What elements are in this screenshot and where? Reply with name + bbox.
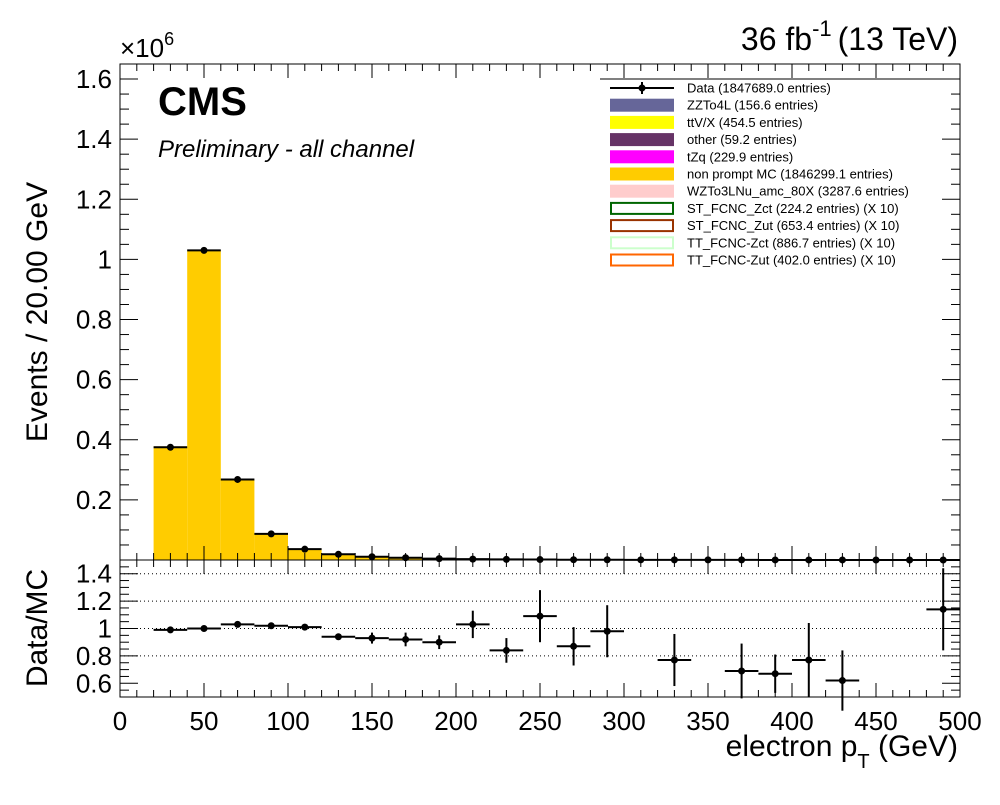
top-y-tick-label: 0.4 [76,425,112,455]
legend-swatch [610,116,674,129]
legend-label: TT_FCNC-Zct (886.7 entries) (X 10) [687,235,895,250]
ratio-point [436,639,443,646]
legend-label: ZZTo4L (156.6 entries) [687,98,818,113]
x-tick-label: 250 [518,706,561,736]
legend-data-marker [639,85,646,92]
x-axis-title: electron pT (GeV) [726,730,958,773]
legend-label: ST_FCNC_Zct (224.2 entries) (X 10) [687,201,899,216]
data-point [234,476,241,483]
ratio-point [167,626,174,633]
y-multiplier: ×106 [120,29,174,63]
legend-swatch [610,133,674,146]
data-point [301,546,308,553]
top-y-tick-label: 1.6 [76,64,112,94]
ratio-point [738,667,745,674]
legend-swatch-outline [611,237,673,248]
legend-swatch-outline [611,203,673,214]
x-tick-label: 50 [190,706,219,736]
x-tick-label: 150 [350,706,393,736]
ratio-point [604,628,611,635]
x-tick-label: 0 [113,706,127,736]
legend-swatch-outline [611,220,673,231]
legend-label: non prompt MC (1846299.1 entries) [687,167,893,182]
ratio-point [201,625,208,632]
ratio-point [402,636,409,643]
data-point [201,247,208,254]
ratio-point [940,606,947,613]
legend: Data (1847689.0 entries) ZZTo4L (156.6 en… [600,79,948,268]
ratio-point [537,613,544,620]
top-y-tick-label: 0.2 [76,485,112,515]
legend-swatch [610,185,674,198]
ratio-y-tick-label: 1.4 [76,559,112,589]
data-point [167,444,174,451]
y-axis-title-top: Events / 20.00 GeV [21,182,54,442]
data-point [268,530,275,537]
stack-bar-nonprompt [221,479,255,560]
ratio-point [503,647,510,654]
legend-label: Data (1847689.0 entries) [687,81,831,96]
x-tick-label: 100 [266,706,309,736]
ratio-point [268,622,275,629]
x-tick-label: 300 [602,706,645,736]
legend-label: other (59.2 entries) [687,132,797,147]
ratio-y-tick-label: 1.2 [76,586,112,616]
legend-label: tZq (229.9 entries) [687,149,793,164]
ratio-point [570,643,577,650]
x-tick-label: 350 [686,706,729,736]
ratio-y-tick-label: 0.6 [76,668,112,698]
top-y-tick-label: 0.8 [76,305,112,335]
ratio-point [772,670,779,677]
ratio-point [301,624,308,631]
legend-label: ST_FCNC_Zut (653.4 entries) (X 10) [687,218,899,233]
legend-swatch [610,150,674,163]
legend-swatch [610,99,674,112]
x-tick-label: 200 [434,706,477,736]
legend-swatch [610,168,674,181]
ratio-point [369,635,376,642]
legend-swatch-outline [611,255,673,266]
ratio-point [839,677,846,684]
stack-bar-nonprompt [187,250,221,560]
top-y-tick-label: 0.6 [76,365,112,395]
legend-label: TT_FCNC-Zut (402.0 entries) (X 10) [687,253,896,268]
top-y-tick-label: 1.2 [76,184,112,214]
y-axis-title-ratio: Data/MC [21,569,54,687]
ratio-point [805,657,812,664]
top-y-tick-label: 1.4 [76,124,112,154]
ratio-y-tick-label: 0.8 [76,641,112,671]
legend-label: WZTo3LNu_amc_80X (3287.6 entries) [687,184,909,199]
ratio-point [671,657,678,664]
ratio-point [469,621,476,628]
legend-label: ttV/X (454.5 entries) [687,115,803,130]
stack-bar-nonprompt [154,446,188,560]
ratio-y-tick-label: 1 [98,614,112,644]
preliminary-label: Preliminary - all channel [158,136,415,163]
ratio-point [335,633,342,640]
lumi-label: 36 fb-1(13 TeV) [741,16,958,57]
top-y-tick-label: 1 [98,244,112,274]
ratio-point [234,621,241,628]
cms-label: CMS [158,80,247,124]
